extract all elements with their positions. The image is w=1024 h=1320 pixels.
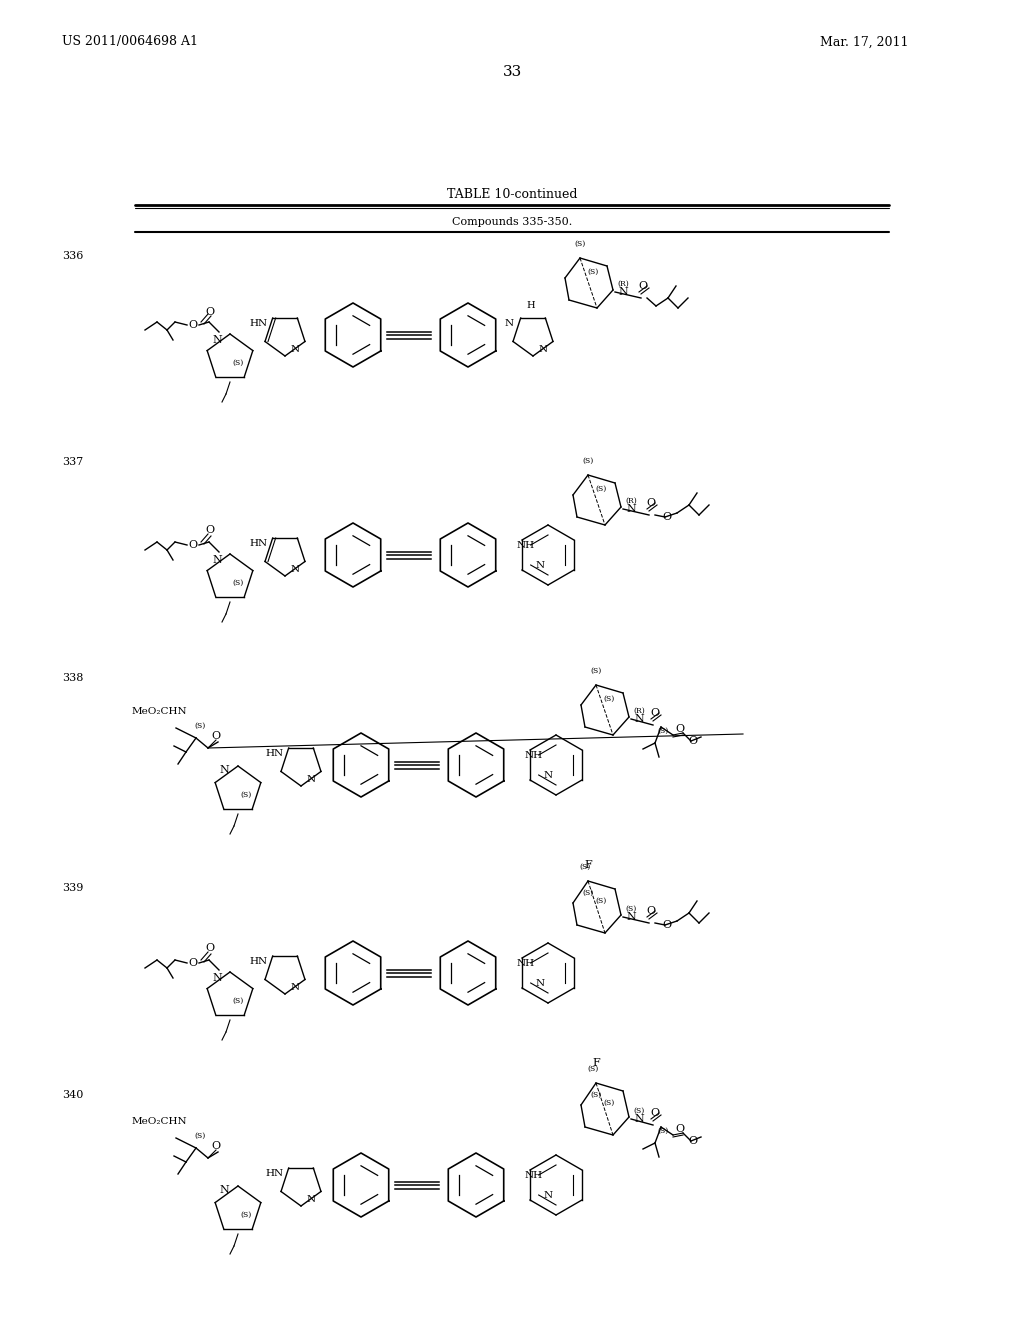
Text: 337: 337 (62, 457, 83, 467)
Text: F: F (584, 861, 592, 870)
Text: HN: HN (250, 539, 268, 548)
Text: (S): (S) (574, 240, 586, 248)
Text: (S): (S) (595, 484, 606, 492)
Text: (S): (S) (241, 791, 252, 799)
Text: N: N (291, 345, 300, 354)
Text: N: N (634, 714, 644, 723)
Text: HN: HN (250, 957, 268, 965)
Text: N: N (219, 1185, 229, 1195)
Text: (R): (R) (625, 498, 637, 506)
Text: (S): (S) (580, 863, 591, 871)
Text: O: O (676, 723, 685, 734)
Text: 33: 33 (503, 65, 521, 79)
Text: (S): (S) (626, 906, 637, 913)
Text: NH: NH (525, 1171, 543, 1180)
Text: N: N (626, 912, 636, 921)
Text: O: O (688, 1137, 697, 1146)
Text: N: N (291, 982, 300, 991)
Text: O: O (206, 525, 215, 535)
Text: N: N (306, 1195, 315, 1204)
Text: O: O (646, 498, 655, 508)
Text: N: N (212, 554, 222, 565)
Text: N: N (634, 1114, 644, 1125)
Text: 336: 336 (62, 251, 83, 261)
Text: N: N (536, 561, 545, 569)
Text: (S): (S) (195, 722, 206, 730)
Text: (S): (S) (591, 1092, 602, 1100)
Text: (S): (S) (603, 1100, 614, 1107)
Text: (S): (S) (657, 727, 669, 735)
Text: O: O (663, 512, 672, 521)
Text: H: H (526, 301, 536, 309)
Text: O: O (211, 731, 220, 741)
Text: (S): (S) (232, 997, 244, 1005)
Text: O: O (650, 708, 659, 718)
Text: O: O (638, 281, 647, 290)
Text: N: N (544, 1191, 553, 1200)
Text: (S): (S) (603, 696, 614, 704)
Text: O: O (676, 1125, 685, 1134)
Text: (S): (S) (591, 667, 602, 675)
Text: N: N (505, 318, 514, 327)
Text: O: O (188, 540, 198, 550)
Text: MeO₂CHN: MeO₂CHN (132, 1118, 187, 1126)
Text: (S): (S) (232, 579, 244, 587)
Text: O: O (188, 319, 198, 330)
Text: O: O (188, 958, 198, 968)
Text: N: N (536, 978, 545, 987)
Text: 340: 340 (62, 1090, 83, 1100)
Text: O: O (650, 1107, 659, 1118)
Text: (S): (S) (657, 1127, 669, 1135)
Text: HN: HN (250, 318, 268, 327)
Text: HN: HN (266, 748, 284, 758)
Text: N: N (306, 775, 315, 784)
Text: (S): (S) (595, 898, 606, 906)
Text: (R): (R) (633, 708, 645, 715)
Text: N: N (212, 973, 222, 983)
Text: NH: NH (517, 958, 536, 968)
Text: O: O (211, 1140, 220, 1151)
Text: N: N (212, 335, 222, 345)
Text: (S): (S) (634, 1107, 645, 1115)
Text: 338: 338 (62, 673, 83, 682)
Text: N: N (544, 771, 553, 780)
Text: (S): (S) (588, 268, 599, 276)
Text: (S): (S) (588, 1065, 599, 1073)
Text: (R): (R) (617, 280, 629, 288)
Text: (S): (S) (195, 1133, 206, 1140)
Text: O: O (646, 906, 655, 916)
Text: HN: HN (266, 1168, 284, 1177)
Text: Mar. 17, 2011: Mar. 17, 2011 (820, 36, 908, 49)
Text: Compounds 335-350.: Compounds 335-350. (452, 216, 572, 227)
Text: (S): (S) (583, 888, 594, 898)
Text: N: N (626, 504, 636, 513)
Text: O: O (663, 920, 672, 931)
Text: O: O (206, 942, 215, 953)
Text: NH: NH (517, 540, 536, 549)
Text: NH: NH (525, 751, 543, 759)
Text: (S): (S) (241, 1210, 252, 1218)
Text: (S): (S) (232, 359, 244, 367)
Text: O: O (206, 308, 215, 317)
Text: F: F (592, 1059, 600, 1068)
Text: MeO₂CHN: MeO₂CHN (132, 708, 187, 717)
Text: 339: 339 (62, 883, 83, 894)
Text: N: N (539, 345, 548, 354)
Text: N: N (219, 766, 229, 775)
Text: O: O (688, 737, 697, 746)
Text: (S): (S) (583, 457, 594, 465)
Text: TABLE 10-continued: TABLE 10-continued (446, 189, 578, 202)
Text: N: N (618, 286, 628, 297)
Text: N: N (291, 565, 300, 573)
Text: US 2011/0064698 A1: US 2011/0064698 A1 (62, 36, 198, 49)
